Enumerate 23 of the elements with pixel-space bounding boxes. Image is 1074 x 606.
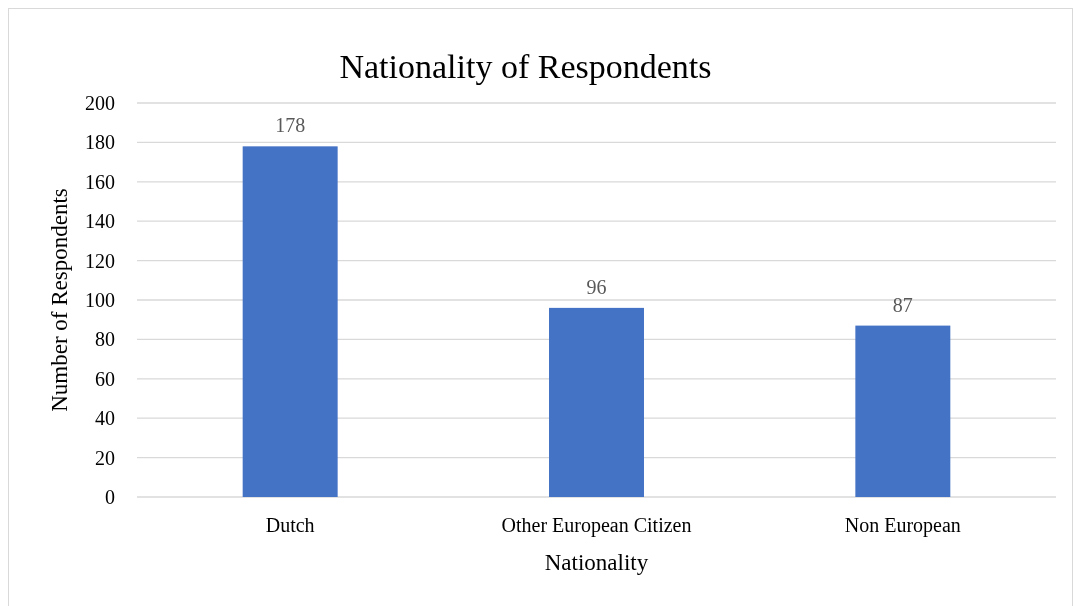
data-label: 96: [586, 275, 607, 298]
y-tick-label: 180: [85, 131, 115, 154]
y-tick-label: 140: [85, 210, 115, 233]
x-tick-label: Dutch: [265, 514, 315, 536]
y-tick-label: 40: [95, 407, 115, 430]
x-tick-label: Non European: [844, 514, 961, 537]
bar: [855, 325, 951, 497]
data-label: 178: [275, 114, 306, 137]
y-tick-label: 80: [95, 328, 115, 351]
y-tick-label: 160: [85, 170, 115, 193]
y-tick-label: 200: [85, 92, 115, 114]
x-axis-title: Nationality: [544, 550, 649, 575]
y-tick-label: 20: [95, 446, 115, 469]
bar: [242, 146, 338, 497]
bar: [549, 307, 644, 497]
chart-title: Nationality of Respondents: [339, 48, 712, 85]
data-label: 87: [892, 293, 913, 316]
y-tick-label: 0: [105, 486, 115, 508]
y-axis-title: Number of Respondents: [47, 188, 72, 412]
y-tick-label: 60: [95, 367, 115, 390]
x-tick-label: Other European Citizen: [501, 514, 692, 537]
y-tick-label: 120: [85, 249, 115, 272]
y-tick-label: 100: [85, 289, 115, 311]
